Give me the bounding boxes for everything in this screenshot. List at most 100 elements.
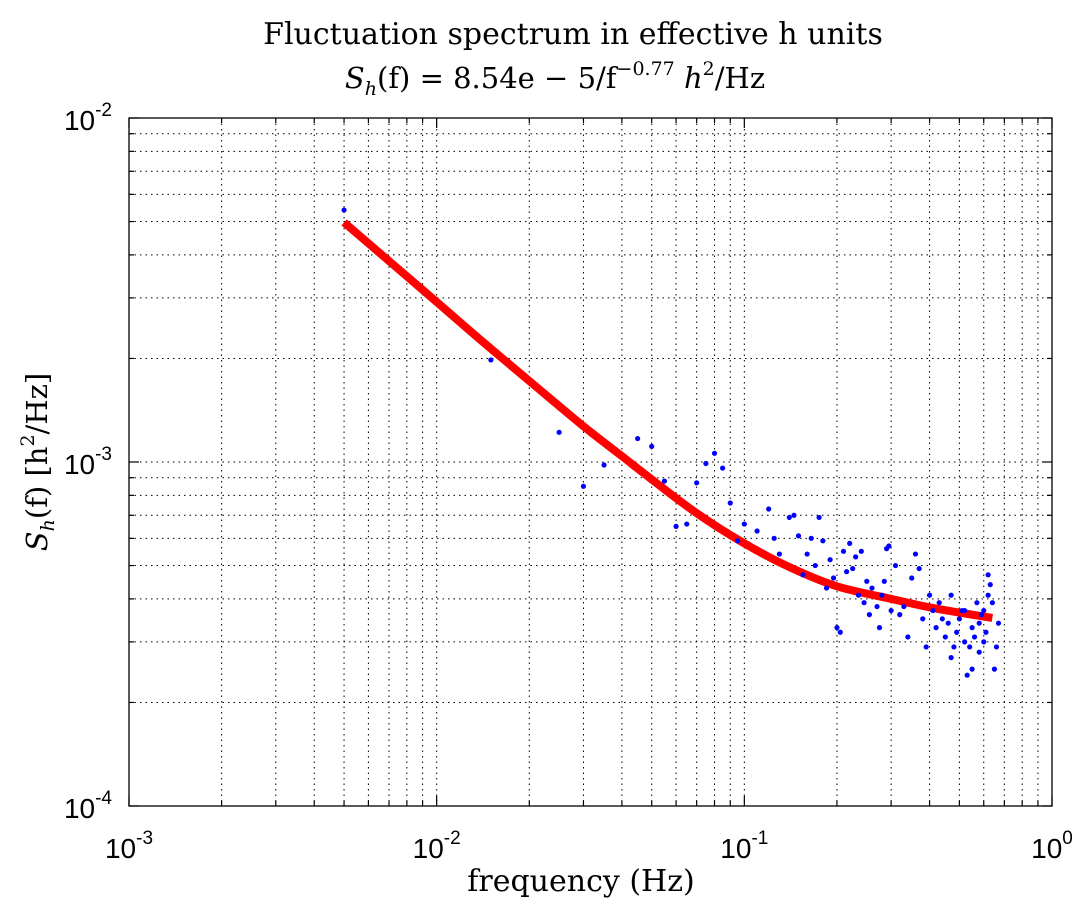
ylabel-end: /Hz] [20,373,54,435]
data-point [897,612,903,618]
data-point [933,625,939,631]
data-point [661,478,668,484]
data-point [771,535,777,541]
data-point [830,575,837,581]
data-point [881,578,887,584]
x-axis-label: frequency (Hz) [467,864,694,899]
data-point [844,569,850,575]
data-point [601,462,607,468]
x-tick-label: 10-1 [720,828,768,864]
data-point [823,585,830,591]
data-point [776,551,782,557]
data-point [684,521,690,527]
data-point [673,523,679,529]
data-point [834,625,840,631]
data-point [987,582,993,588]
data-point [978,612,985,618]
data-point [820,538,826,544]
data-point [879,592,885,598]
data-point [967,644,973,650]
data-point [954,629,960,635]
data-point [734,538,741,544]
data-point [920,616,926,622]
data-point [837,629,843,635]
x-tick-label: 100 [1031,828,1073,864]
data-point [989,600,995,606]
data-point [786,514,792,521]
ylabel-sup: 2 [17,434,39,446]
y-tick-label: 10-2 [64,100,112,136]
data-point [945,620,951,626]
x-tick-label: 10-3 [105,828,153,864]
data-point [974,600,980,606]
chart-title: Fluctuation spectrum in effective h unit… [263,17,883,52]
data-point [951,644,957,650]
data-point [341,207,347,213]
ylabel-mid: (f) [h [20,447,54,520]
data-point [985,572,991,578]
data-point [948,592,954,598]
ylabel-s: S [20,531,54,551]
data-point [971,634,978,640]
y-tick-label: 10-3 [64,444,112,480]
data-point [993,644,1000,650]
data-point [800,572,806,578]
data-point [847,540,853,546]
data-point [912,551,919,557]
y-tick-label: 10-4 [64,788,112,824]
data-point [556,429,562,435]
data-point [962,607,968,614]
subtitle-unit: /Hz [715,61,765,95]
data-point [886,543,892,549]
data-point [874,603,880,610]
data-point [888,607,894,614]
data-point [694,480,700,486]
data-point [876,625,883,631]
data-point [964,672,970,678]
data-point [936,600,942,606]
fit-line [341,219,994,622]
data-point [981,607,987,614]
axes [128,117,1053,807]
data-point [488,357,494,363]
data-point [840,548,847,554]
subtitle-exp: −0.77 [617,58,675,80]
data-point [727,500,733,506]
chart-subtitle: Sh(f) = 8.54e − 5/f−0.77 h2/Hz [345,58,765,100]
subtitle-sup: 2 [703,58,715,80]
data-point [995,620,1002,626]
data-point [754,528,760,534]
data-point [962,639,968,645]
data-point [766,506,772,512]
x-tick-label: 10-2 [413,828,461,864]
data-point [635,435,641,442]
data-point [741,521,747,527]
data-point [939,616,945,622]
data-point [869,585,875,591]
data-point [981,639,987,645]
data-point [855,592,862,598]
data-point [804,551,810,557]
tick-labels: 10-3 10-2 10-1 100 10-4 10-3 10-2 [64,100,1073,864]
data-point [930,607,936,614]
data-point [969,666,975,672]
subtitle-s: S [345,61,365,95]
data-point [956,616,962,622]
data-point [853,554,859,560]
data-point [942,634,948,640]
data-point [827,557,833,563]
data-point [948,655,954,661]
data-point [892,562,899,569]
data-point [985,592,991,598]
data-point [901,603,907,610]
data-point [649,443,655,450]
data-point [916,565,922,572]
data-point [976,649,982,655]
data-point [969,625,975,631]
data-point [703,460,709,467]
grid [129,118,1052,806]
data-point [976,620,982,626]
data-point [905,634,911,640]
